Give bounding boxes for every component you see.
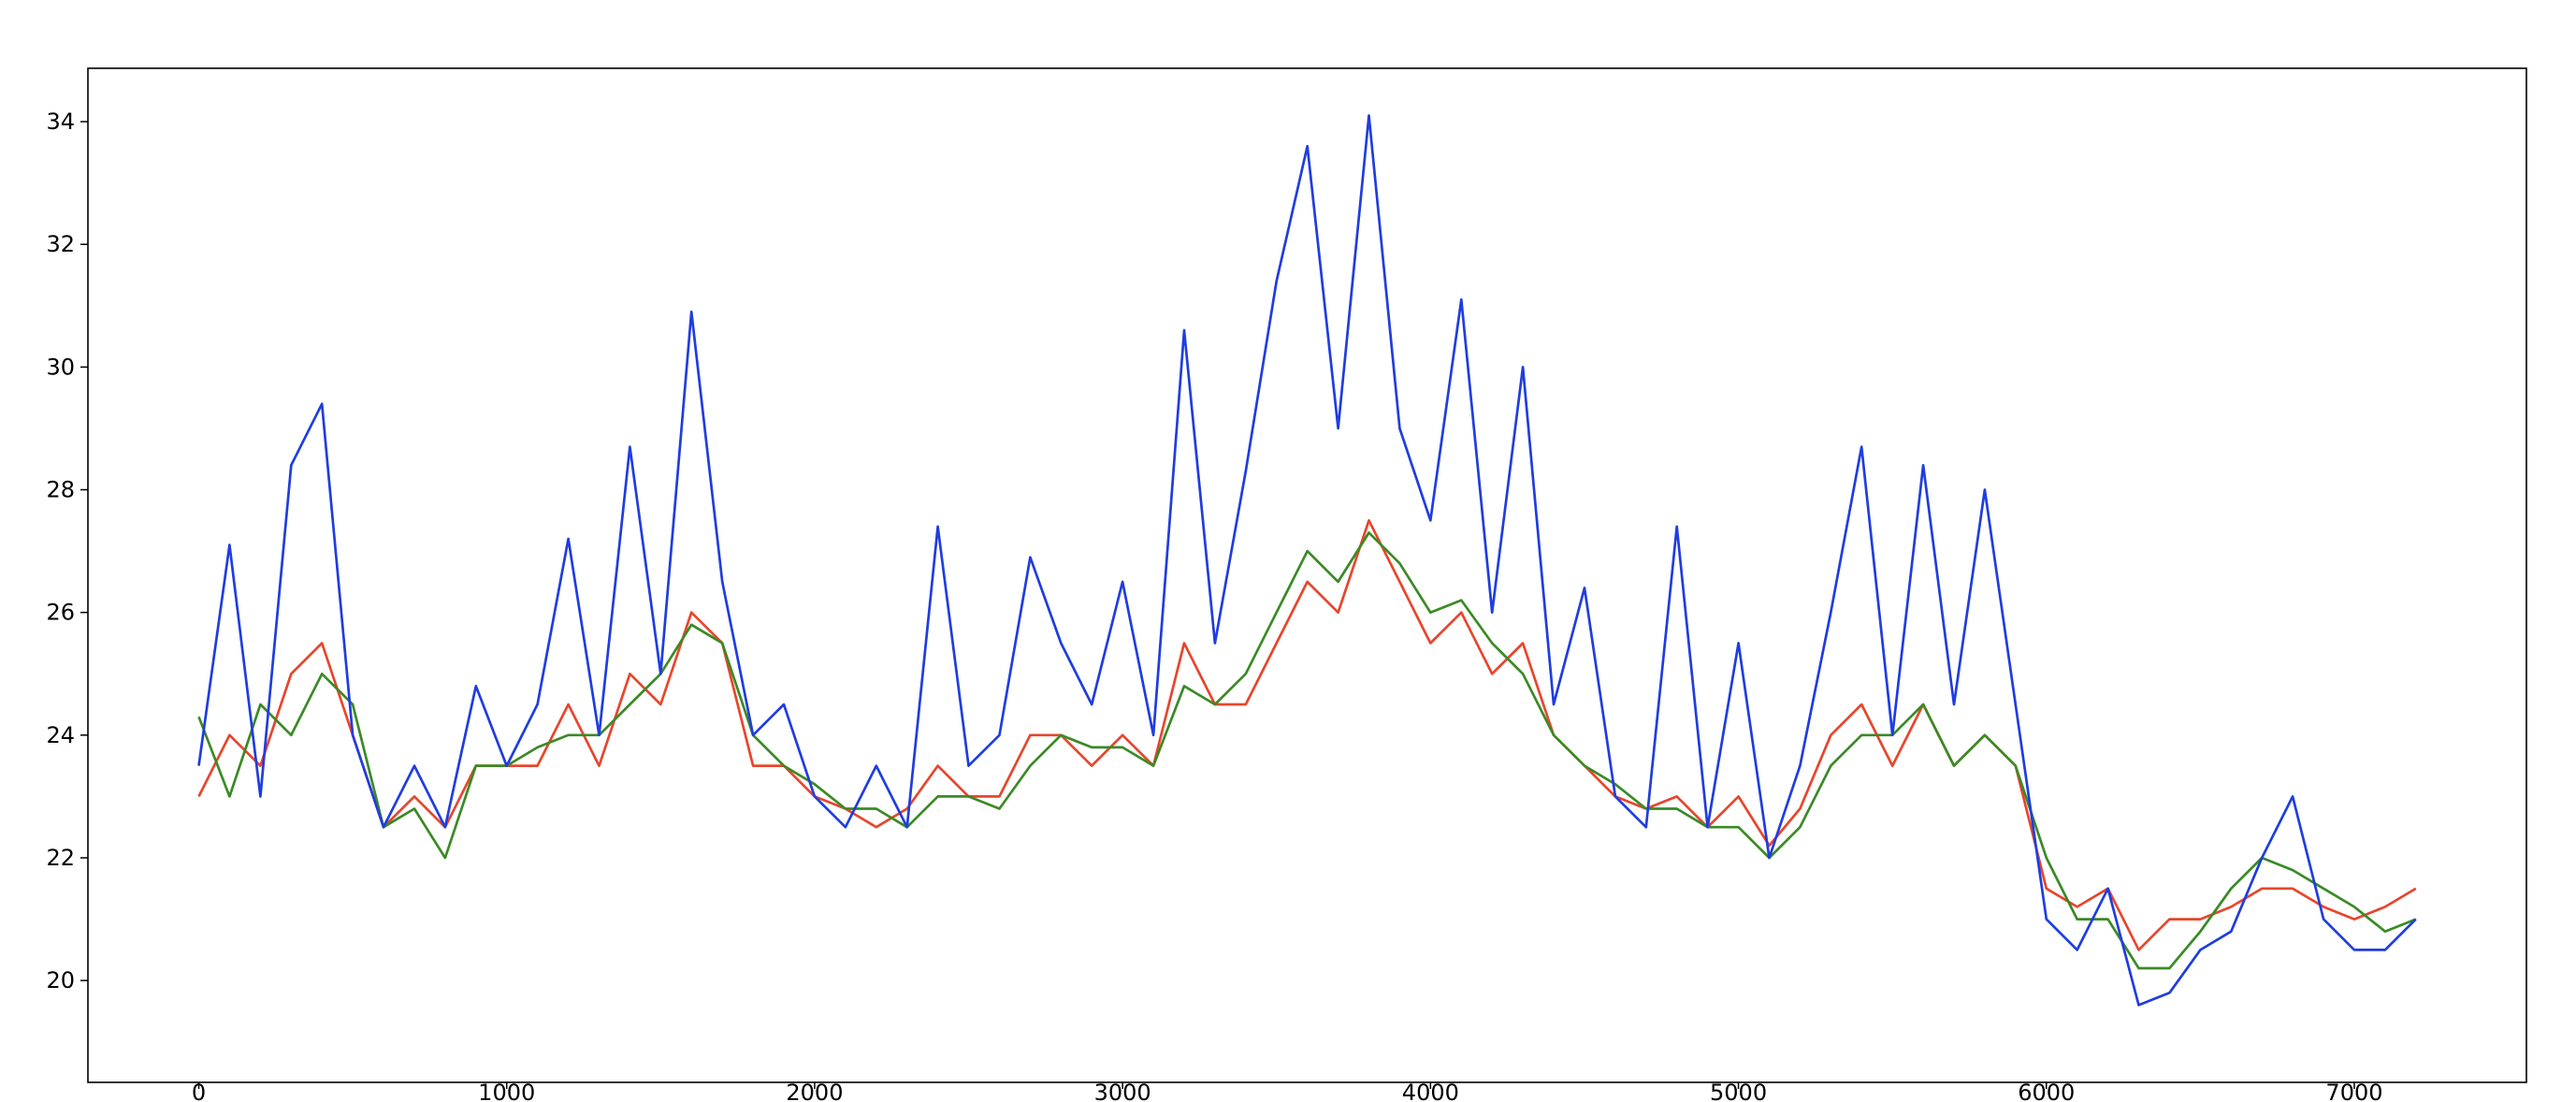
x-tick-label: 7000 <box>2325 1080 2382 1102</box>
plot-frame <box>87 67 2527 1083</box>
x-tick-label: 0 <box>192 1080 206 1102</box>
y-tick-label: 28 <box>46 477 75 503</box>
x-tick-label: 2000 <box>786 1080 843 1102</box>
y-tick-label: 22 <box>46 845 75 871</box>
y-tick-label: 30 <box>46 354 75 380</box>
x-tick-label: 3000 <box>1094 1080 1151 1102</box>
y-tick-label: 26 <box>46 600 75 626</box>
y-tick-label: 32 <box>46 231 75 257</box>
x-tick-label: 6000 <box>2018 1080 2075 1102</box>
y-tick-label: 34 <box>46 109 75 135</box>
y-tick-label: 20 <box>46 967 75 993</box>
x-tick-label: 4000 <box>1402 1080 1459 1102</box>
series-line <box>197 531 2417 970</box>
series-line <box>197 518 2417 951</box>
x-tick-label: 1000 <box>478 1080 535 1102</box>
series-line <box>197 114 2417 1007</box>
x-tick-label: 5000 <box>1710 1080 1767 1102</box>
y-tick-label: 24 <box>46 722 75 748</box>
